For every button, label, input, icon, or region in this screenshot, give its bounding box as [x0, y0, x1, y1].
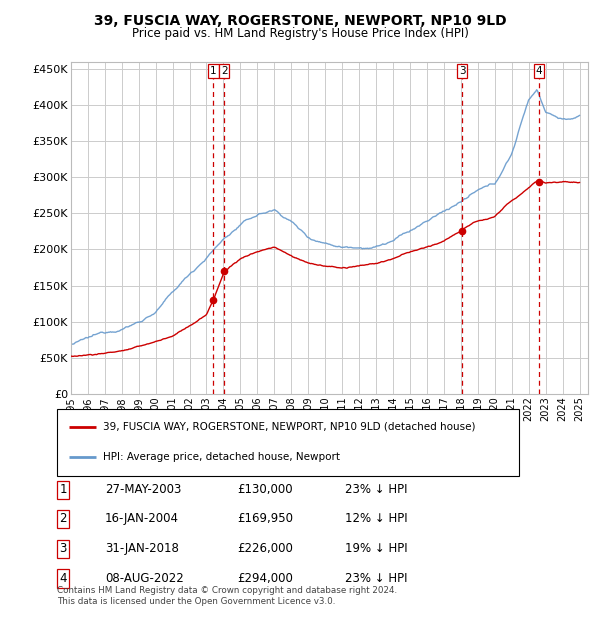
- Text: 2: 2: [59, 513, 67, 525]
- Text: 23% ↓ HPI: 23% ↓ HPI: [345, 572, 407, 585]
- Text: 1: 1: [59, 484, 67, 496]
- Text: 39, FUSCIA WAY, ROGERSTONE, NEWPORT, NP10 9LD (detached house): 39, FUSCIA WAY, ROGERSTONE, NEWPORT, NP1…: [103, 422, 476, 432]
- Text: 16-JAN-2004: 16-JAN-2004: [105, 513, 179, 525]
- Text: 12% ↓ HPI: 12% ↓ HPI: [345, 513, 407, 525]
- Text: £130,000: £130,000: [237, 484, 293, 496]
- Text: 1: 1: [210, 66, 217, 76]
- Text: 39, FUSCIA WAY, ROGERSTONE, NEWPORT, NP10 9LD: 39, FUSCIA WAY, ROGERSTONE, NEWPORT, NP1…: [94, 14, 506, 28]
- Text: £226,000: £226,000: [237, 542, 293, 555]
- Text: 4: 4: [59, 572, 67, 585]
- Text: 3: 3: [59, 542, 67, 555]
- Text: £169,950: £169,950: [237, 513, 293, 525]
- Text: 2: 2: [221, 66, 227, 76]
- Text: 08-AUG-2022: 08-AUG-2022: [105, 572, 184, 585]
- Text: £294,000: £294,000: [237, 572, 293, 585]
- Text: 19% ↓ HPI: 19% ↓ HPI: [345, 542, 407, 555]
- Text: 4: 4: [536, 66, 542, 76]
- Text: 3: 3: [459, 66, 466, 76]
- Text: 27-MAY-2003: 27-MAY-2003: [105, 484, 181, 496]
- Text: HPI: Average price, detached house, Newport: HPI: Average price, detached house, Newp…: [103, 453, 340, 463]
- Text: Contains HM Land Registry data © Crown copyright and database right 2024.
This d: Contains HM Land Registry data © Crown c…: [57, 585, 397, 606]
- Text: 31-JAN-2018: 31-JAN-2018: [105, 542, 179, 555]
- Text: 23% ↓ HPI: 23% ↓ HPI: [345, 484, 407, 496]
- Text: Price paid vs. HM Land Registry's House Price Index (HPI): Price paid vs. HM Land Registry's House …: [131, 27, 469, 40]
